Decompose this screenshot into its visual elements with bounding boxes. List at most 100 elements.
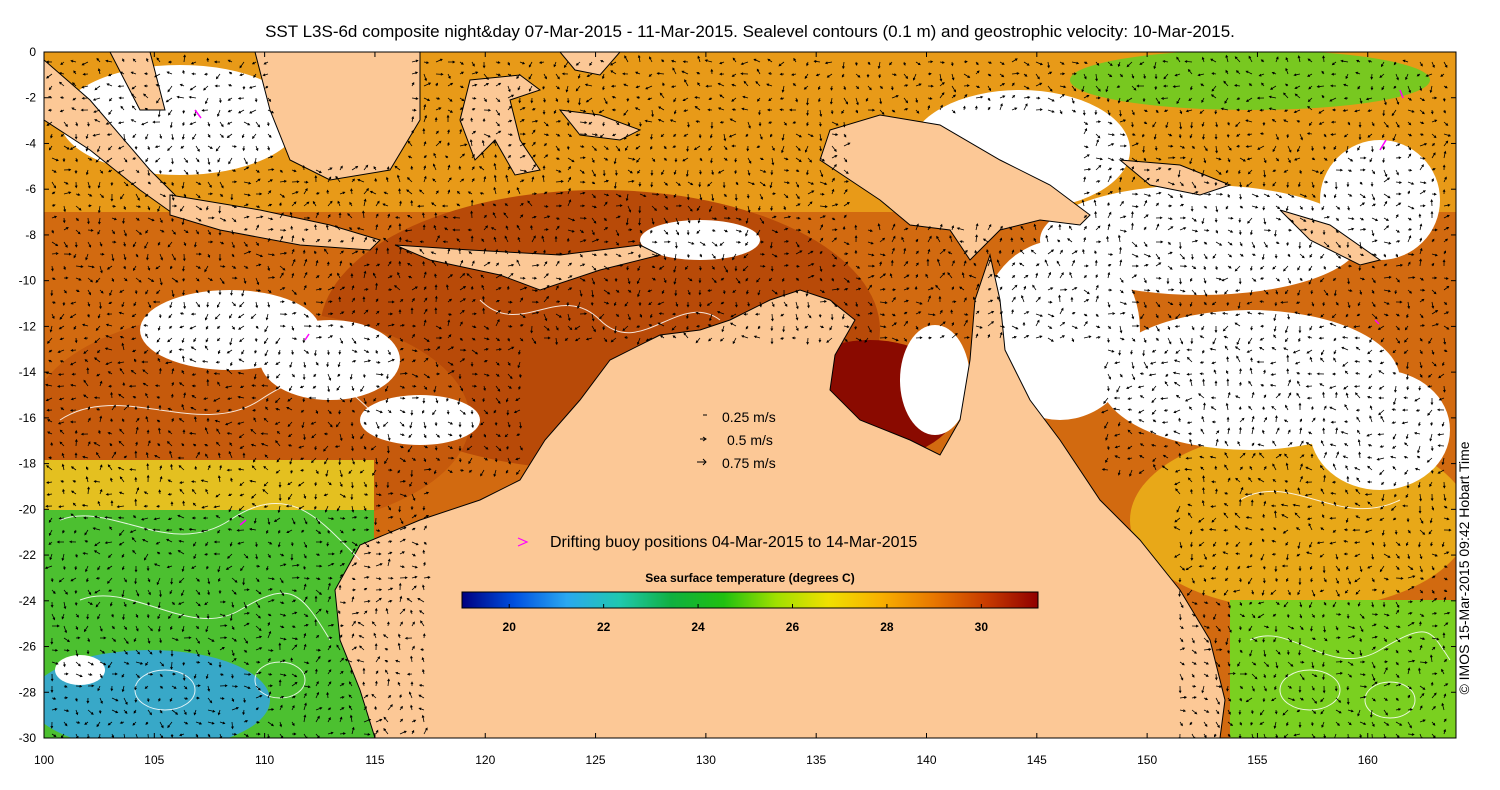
velocity-arrow [75,205,82,211]
velocity-arrow [1257,145,1265,150]
velocity-arrow [1355,71,1361,75]
velocity-arrow [999,225,1003,231]
velocity-arrow [1011,249,1015,255]
velocity-arrow [179,83,185,87]
velocity-arrow [759,157,764,160]
velocity-arrow [362,249,365,255]
velocity-arrow [819,157,825,162]
velocity-arrow [266,121,270,127]
velocity-arrow [710,121,714,129]
velocity-arrow [1263,193,1271,197]
velocity-arrow [806,109,809,116]
velocity-arrow [1359,181,1363,185]
velocity-arrow [795,133,802,138]
velocity-arrow [1371,253,1378,256]
velocity-arrow [483,108,492,112]
velocity-arrow [1143,193,1152,197]
velocity-arrow [734,169,738,175]
velocity-arrow [1272,145,1277,153]
velocity-arrow [1330,133,1337,136]
velocity-arrow [419,189,425,195]
velocity-arrow [1071,250,1078,255]
velocity-arrow [507,155,512,159]
velocity-arrow [1154,73,1158,80]
velocity-arrow [579,132,588,136]
velocity-arrow [567,166,571,171]
malay-peninsula [109,52,166,111]
velocity-arrow [743,253,749,259]
velocity-arrow [507,133,513,136]
velocity-arrow [867,85,872,91]
velocity-arrow [386,247,390,255]
velocity-arrow [610,84,617,88]
velocity-arrow [303,228,309,232]
velocity-arrow [74,170,78,174]
velocity-arrow [843,241,850,245]
velocity-arrow [411,71,419,75]
velocity-arrow [432,163,437,171]
velocity-arrow [369,190,377,195]
velocity-arrow [189,85,197,91]
velocity-arrow [745,229,749,237]
velocity-arrow [1153,61,1157,70]
velocity-arrow [771,157,775,166]
velocity-arrow [207,181,212,188]
borneo-landmass [254,52,421,181]
velocity-arrow [711,217,718,220]
velocity-arrow [1380,61,1385,68]
velocity-arrow [1083,128,1088,135]
velocity-arrow [926,258,930,267]
velocity-arrow [1383,121,1389,128]
velocity-arrow [217,157,221,163]
velocity-arrow [335,175,341,183]
velocity-arrow [411,59,419,63]
velocity-arrow [717,82,725,87]
velocity-arrow [327,167,333,171]
velocity-arrow [325,224,329,231]
velocity-arrow [265,85,269,89]
velocity-arrow [1395,214,1399,219]
velocity-arrow [982,238,989,243]
velocity-arrow [603,240,609,244]
velocity-arrow [87,204,92,208]
velocity-arrow [635,145,641,150]
velocity-arrow [1287,253,1291,258]
velocity-arrow [85,133,89,140]
velocity-arrow [314,224,317,231]
velocity-arrow [1285,57,1289,63]
velocity-arrow [519,61,526,65]
velocity-arrow [1419,143,1428,147]
velocity-arrow [75,265,84,268]
velocity-arrow [73,70,77,75]
velocity-arrow [1178,133,1182,139]
velocity-arrow [1239,181,1243,188]
velocity-arrow [1395,73,1399,81]
velocity-arrow [231,205,237,209]
velocity-arrow [495,130,502,135]
velocity-arrow [1155,202,1159,207]
velocity-arrow [695,120,701,123]
velocity-arrow [239,61,245,69]
velocity-arrow [51,204,56,207]
velocity-arrow [1407,133,1413,137]
velocity-arrow [435,58,443,63]
velocity-arrow [1333,145,1337,151]
velocity-arrow [106,265,113,270]
velocity-arrow [1095,192,1102,196]
velocity-arrow [1419,121,1425,125]
velocity-arrow [1407,145,1412,151]
velocity-arrow [386,166,390,171]
velocity-arrow [783,264,789,267]
velocity-arrow [407,177,413,183]
velocity-arrow [81,96,89,100]
velocity-arrow [314,250,317,255]
velocity-arrow [1083,176,1087,183]
velocity-arrow [1095,139,1099,147]
velocity-arrow [218,230,222,236]
velocity-arrow [615,241,620,246]
velocity-arrow [167,60,173,64]
velocity-arrow [218,254,222,262]
velocity-arrow [1210,94,1217,99]
velocity-arrow [80,108,89,112]
velocity-arrow [975,95,984,99]
